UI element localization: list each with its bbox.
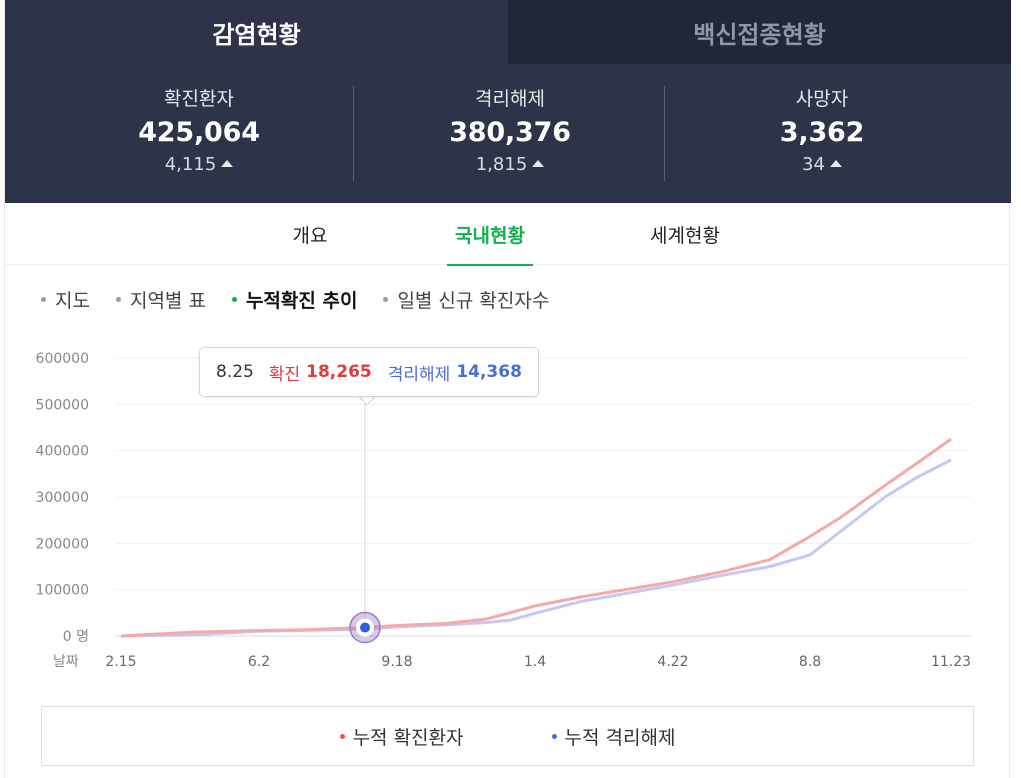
stat-value: 425,064 (138, 117, 260, 148)
up-arrow-icon (829, 160, 842, 167)
stat-label: 사망자 (795, 88, 849, 110)
up-arrow-icon (221, 160, 234, 167)
tooltip-released-label: 격리해제 (387, 364, 451, 385)
x-tick-label: 4.22 (657, 654, 688, 670)
tooltip-confirmed-label: 확진 (268, 364, 301, 385)
legend-label: 누적 격리해제 (564, 726, 676, 749)
menu-item-cumulative-trend[interactable]: 누적확진 추이 (231, 286, 358, 313)
sub-tab-bar: 개요 국내현황 세계현황 (5, 203, 1011, 266)
menu-item-label: 지역별 표 (129, 289, 206, 312)
stat-delta: 34 (672, 154, 972, 175)
hover-marker (349, 400, 381, 644)
stat-label: 확진환자 (164, 88, 234, 110)
chart-series (120, 437, 952, 638)
y-tick-label: 200000 (36, 536, 89, 552)
legend-dot-icon (551, 733, 557, 739)
y-tick-label: 400000 (36, 444, 89, 460)
stat-delta-value: 1,815 (475, 154, 528, 175)
bullet-icon (41, 296, 46, 302)
y-tick-label: 300000 (36, 490, 89, 506)
legend-item-released[interactable]: 누적 격리해제 (551, 723, 676, 750)
stat-deaths: 사망자 3,362 34 (672, 84, 972, 175)
menu-item-label: 일별 신규 확진자수 (397, 289, 550, 312)
up-arrow-icon (532, 160, 545, 167)
tab-infection-status[interactable]: 감염현황 (5, 0, 508, 64)
stat-released: 격리해제 380,376 1,815 (360, 84, 660, 175)
menu-item-label: 누적확진 추이 (245, 289, 358, 312)
bullet-icon (231, 296, 237, 302)
y-axis-ticks: 0 명 100000 200000 300000 400000 500000 600000 (36, 351, 89, 645)
chart-menu: 지도 지역별 표 누적확진 추이 일별 신규 확진자수 (41, 284, 575, 314)
legend-label: 누적 확진환자 (352, 726, 464, 749)
legend-dot-icon (339, 733, 345, 739)
legend-item-confirmed[interactable]: 누적 확진환자 (339, 723, 464, 750)
stat-value: 3,362 (779, 117, 865, 148)
chart-grid (115, 357, 971, 637)
stat-delta: 1,815 (360, 154, 660, 175)
tab-overview[interactable]: 개요 (292, 224, 328, 247)
tab-vaccination-status[interactable]: 백신접종현황 (508, 0, 1011, 64)
tooltip-date: 8.25 (216, 362, 254, 382)
menu-item-label: 지도 (55, 289, 90, 312)
summary-panel: 감염현황 백신접종현황 확진환자 425,064 4,115 격리해제 380,… (5, 0, 1011, 203)
divider (664, 86, 665, 181)
divider (353, 86, 354, 181)
x-axis-label: 날짜 (53, 654, 79, 670)
tab-domestic[interactable]: 국내현황 (447, 203, 533, 266)
series-line-confirmed (120, 437, 952, 638)
hover-point[interactable] (360, 622, 370, 633)
x-tick-label: 11.23 (931, 654, 971, 670)
y-tick-label: 500000 (36, 397, 89, 413)
x-tick-label: 1.4 (524, 654, 546, 670)
x-tick-label: 9.18 (381, 654, 412, 670)
chart-tooltip: 8.25 확진 18,265 격리해제 14,368 (199, 347, 539, 397)
cumulative-chart[interactable]: 0 명100000200000300000400000500000600000 … (5, 330, 1011, 700)
series-line-released (120, 458, 952, 638)
stat-confirmed: 확진환자 425,064 4,115 (49, 84, 349, 175)
tooltip-confirmed-value: 18,265 (306, 362, 372, 382)
menu-item-region-table[interactable]: 지역별 표 (115, 286, 206, 313)
x-tick-label: 8.8 (799, 654, 821, 670)
tab-world[interactable]: 세계현황 (650, 224, 720, 247)
stat-delta-value: 34 (802, 154, 825, 175)
bullet-icon (115, 296, 121, 302)
stat-delta: 4,115 (49, 154, 349, 175)
menu-item-daily-new[interactable]: 일별 신규 확진자수 (383, 286, 549, 313)
chart-legend: 누적 확진환자 누적 격리해제 (41, 706, 974, 766)
stat-value: 380,376 (449, 117, 571, 148)
x-axis-ticks: 날짜 2.15 6.2 9.18 1.4 4.22 8.8 11.23 (53, 654, 971, 670)
menu-item-map[interactable]: 지도 (41, 286, 90, 313)
y-tick-label: 600000 (36, 351, 89, 367)
x-tick-label: 2.15 (105, 654, 136, 670)
y-tick-label: 100000 (36, 583, 89, 599)
stat-delta-value: 4,115 (164, 154, 217, 175)
dashboard: 감염현황 백신접종현황 확진환자 425,064 4,115 격리해제 380,… (4, 0, 1011, 778)
x-tick-label: 6.2 (248, 654, 270, 670)
bullet-icon (383, 296, 389, 302)
tooltip-released-value: 14,368 (456, 362, 522, 382)
stat-label: 격리해제 (475, 88, 545, 110)
y-tick-label: 0 명 (63, 629, 89, 645)
